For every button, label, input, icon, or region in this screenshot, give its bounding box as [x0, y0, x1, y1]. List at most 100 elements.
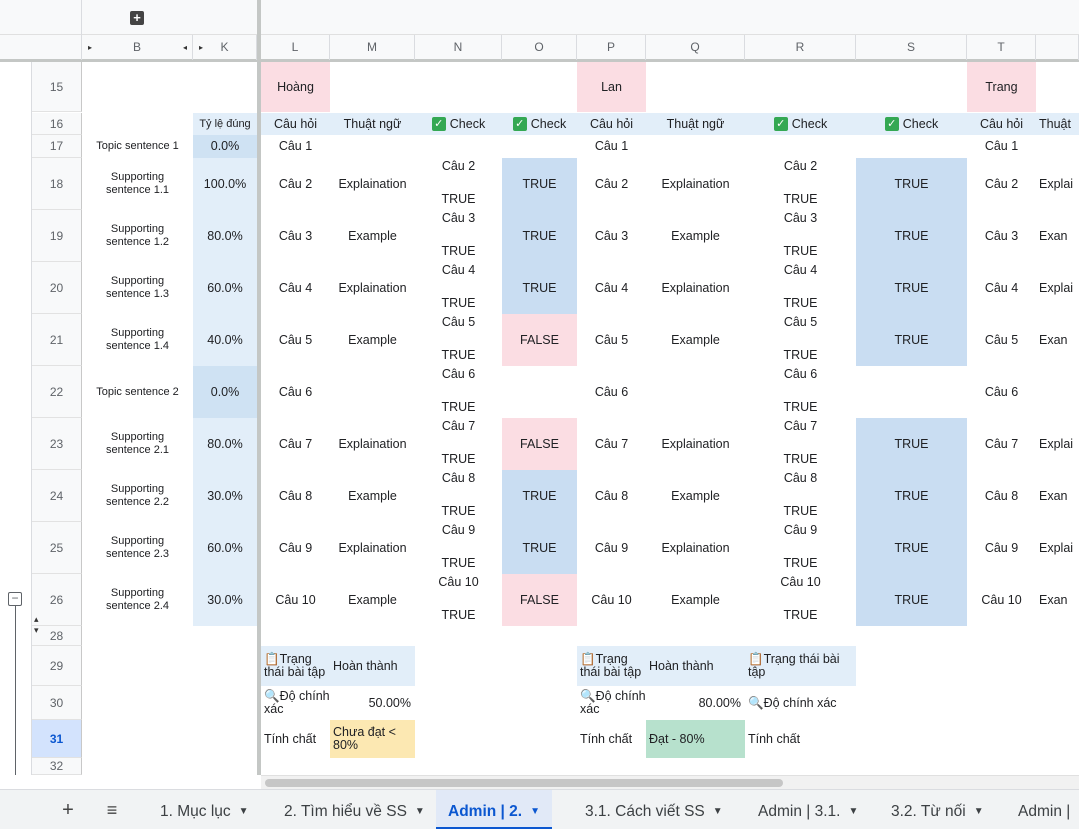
header-question-hoang[interactable]: Câu hỏi	[261, 113, 330, 135]
accuracy-label-trang[interactable]: 🔍Độ chính xác	[748, 695, 837, 710]
accuracy-label-hoang[interactable]: 🔍Độ chính xác	[264, 689, 330, 716]
ratio-1[interactable]: 100.0%	[193, 158, 257, 210]
result-hoang-3[interactable]: TRUE	[502, 262, 577, 314]
ratio-5[interactable]: 0.0%	[193, 366, 257, 418]
topic-label-8[interactable]: Supporting sentence 2.3	[106, 535, 169, 560]
collapse-group-icon[interactable]: −	[8, 592, 22, 606]
result-hoang-9[interactable]: FALSE	[502, 574, 577, 626]
ratio-7[interactable]: 30.0%	[193, 470, 257, 522]
expand-group-icon[interactable]: +	[130, 11, 144, 25]
status-label-hoang[interactable]: 📋Trạng thái bài tập	[261, 646, 330, 686]
term-hoang-6[interactable]: Explaination	[338, 436, 407, 451]
result-lan-8[interactable]: TRUE	[856, 522, 967, 574]
row-header-15[interactable]: 15	[32, 62, 82, 112]
topic-label-9[interactable]: Supporting sentence 2.4	[106, 587, 169, 612]
accuracy-label-lan[interactable]: 🔍Độ chính xác	[580, 689, 646, 716]
check-n-4[interactable]: Câu 5 TRUE	[415, 314, 502, 366]
column-header-r[interactable]: R	[745, 35, 856, 60]
result-lan-2[interactable]: TRUE	[856, 210, 967, 262]
tab-menu-chevron-icon[interactable]: ▼	[414, 806, 425, 817]
question-lan-5[interactable]: Câu 6	[594, 384, 629, 399]
header-check-n[interactable]: ✓ Check	[415, 113, 502, 135]
column-header-l[interactable]: L	[261, 35, 330, 60]
status-lan[interactable]: Hoàn thành	[646, 646, 745, 686]
question-hoang-8[interactable]: Câu 9	[278, 540, 313, 555]
check-r-3[interactable]: Câu 4 TRUE	[745, 262, 856, 314]
status-label-trang[interactable]: 📋Trạng thái bài tập	[745, 646, 856, 686]
question-trang-2[interactable]: Câu 3	[984, 228, 1019, 243]
sheet-tab[interactable]: Admin |	[1018, 790, 1070, 829]
row-header-26[interactable]: 26 ▴	[32, 574, 82, 626]
topic-label-2[interactable]: Supporting sentence 1.2	[106, 223, 169, 248]
header-question-lan[interactable]: Câu hỏi	[577, 113, 646, 135]
column-header-b[interactable]: B ▸ ◂	[82, 35, 193, 60]
column-header-t[interactable]: T	[967, 35, 1036, 60]
row-header-25[interactable]: 25	[32, 522, 82, 574]
sheet-tab[interactable]: Admin | 3.1. ▼	[758, 790, 858, 829]
term-trang-4[interactable]: Exan	[1039, 332, 1068, 347]
column-header-m[interactable]: M	[330, 35, 415, 60]
sheet-tab[interactable]: 3.2. Từ nối ▼	[891, 790, 984, 829]
result-lan-7[interactable]: TRUE	[856, 470, 967, 522]
term-hoang-2[interactable]: Example	[348, 228, 397, 243]
term-hoang-9[interactable]: Example	[348, 592, 397, 607]
accuracy-lan[interactable]: 80.00%	[698, 695, 741, 710]
question-trang-4[interactable]: Câu 5	[984, 332, 1019, 347]
row-header-28[interactable]: 28 ▾	[32, 625, 82, 646]
question-trang-3[interactable]: Câu 4	[984, 280, 1019, 295]
term-lan-8[interactable]: Explaination	[661, 540, 730, 555]
check-n-8[interactable]: Câu 9 TRUE	[415, 522, 502, 574]
column-header-q[interactable]: Q	[646, 35, 745, 60]
column-header-corner[interactable]	[32, 35, 82, 60]
term-lan-6[interactable]: Explaination	[661, 436, 730, 451]
row-header-21[interactable]: 21	[32, 314, 82, 366]
row-header-19[interactable]: 19	[32, 210, 82, 262]
header-ratio[interactable]: Tỷ lệ đúng	[193, 113, 257, 135]
quality-lan[interactable]: Đạt - 80%	[646, 720, 745, 758]
term-trang-1[interactable]: Explai	[1039, 176, 1074, 191]
header-question-trang[interactable]: Câu hỏi	[967, 113, 1036, 135]
term-trang-7[interactable]: Exan	[1039, 488, 1068, 503]
tab-menu-chevron-icon[interactable]: ▼	[238, 806, 249, 817]
question-hoang-3[interactable]: Câu 4	[278, 280, 313, 295]
tab-menu-chevron-icon[interactable]: ▼	[848, 806, 859, 817]
question-hoang-9[interactable]: Câu 10	[275, 592, 316, 607]
question-trang-9[interactable]: Câu 10	[981, 592, 1022, 607]
topic-label-5[interactable]: Topic sentence 2	[96, 385, 179, 398]
accuracy-hoang[interactable]: 50.00%	[368, 695, 411, 710]
check-r-2[interactable]: Câu 3 TRUE	[745, 210, 856, 262]
check-n-1[interactable]: Câu 2 TRUE	[415, 158, 502, 210]
column-header-o[interactable]: O	[502, 35, 577, 60]
check-n-2[interactable]: Câu 3 TRUE	[415, 210, 502, 262]
scrollbar-thumb[interactable]	[265, 779, 783, 787]
student-name-hoang[interactable]: Hoàng	[261, 62, 330, 112]
term-trang-2[interactable]: Exan	[1039, 228, 1068, 243]
check-n-7[interactable]: Câu 8 TRUE	[415, 470, 502, 522]
tab-menu-chevron-icon[interactable]: ▼	[530, 806, 541, 817]
quality-hoang[interactable]: Chưa đạt < 80%	[330, 720, 415, 758]
all-sheets-menu-icon[interactable]: ≡	[106, 800, 118, 820]
header-check-s[interactable]: ✓ Check	[856, 113, 967, 135]
status-label-lan[interactable]: 📋Trạng thái bài tập	[577, 646, 646, 686]
ratio-8[interactable]: 60.0%	[193, 522, 257, 574]
sheet-tab[interactable]: 1. Mục lục ▼	[160, 790, 249, 829]
check-r-9[interactable]: Câu 10 TRUE	[745, 574, 856, 626]
question-lan-1[interactable]: Câu 2	[594, 176, 629, 191]
hidden-rows-arrow-icon[interactable]: ▾	[34, 625, 39, 635]
question-hoang-1[interactable]: Câu 2	[278, 176, 313, 191]
sheet-tab[interactable]: 3.1. Cách viết SS ▼	[585, 790, 723, 829]
term-lan-9[interactable]: Example	[671, 592, 720, 607]
question-hoang-0[interactable]: Câu 1	[278, 139, 313, 153]
add-sheet-button[interactable]: +	[62, 799, 74, 821]
quality-label-trang[interactable]: Tính chất	[748, 731, 801, 746]
header-term-trang[interactable]: Thuật	[1036, 113, 1079, 135]
ratio-0[interactable]: 0.0%	[193, 135, 257, 158]
freeze-divider-vertical[interactable]	[257, 0, 261, 775]
question-hoang-4[interactable]: Câu 5	[278, 332, 313, 347]
result-hoang-1[interactable]: TRUE	[502, 158, 577, 210]
status-hoang[interactable]: Hoàn thành	[330, 646, 415, 686]
result-lan-9[interactable]: TRUE	[856, 574, 967, 626]
quality-label-hoang[interactable]: Tính chất	[264, 731, 317, 746]
question-trang-1[interactable]: Câu 2	[984, 176, 1019, 191]
question-hoang-2[interactable]: Câu 3	[278, 228, 313, 243]
